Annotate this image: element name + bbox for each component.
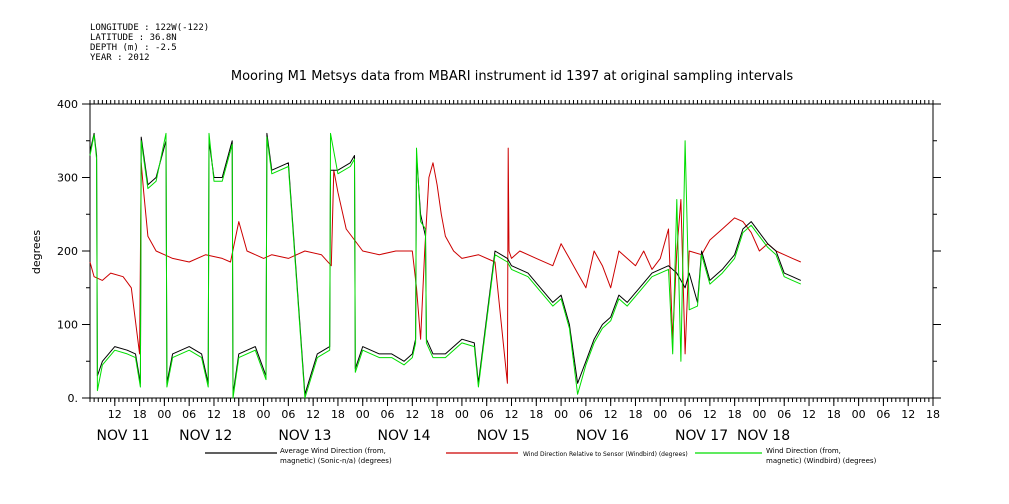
x-tick-label: 06: [777, 408, 791, 421]
x-tick-label: 12: [405, 408, 419, 421]
legend-label: Average Wind Direction (from,: [280, 447, 386, 455]
x-tick-label: 00: [257, 408, 271, 421]
x-tick-label: 18: [232, 408, 246, 421]
x-tick-label: 12: [802, 408, 816, 421]
x-tick-label: 18: [529, 408, 543, 421]
depth-text: DEPTH (m) : -2.5: [90, 43, 177, 53]
x-tick-label: 06: [678, 408, 692, 421]
legend-label-line2: magnetic) (Windbird) (degrees): [766, 457, 877, 465]
x-day-label: NOV 13: [278, 428, 331, 444]
metadata-block: LONGITUDE : 122W(-122) LATITUDE : 36.8N …: [90, 23, 209, 63]
x-tick-label: 12: [505, 408, 519, 421]
x-tick-label: 00: [554, 408, 568, 421]
x-tick-label: 12: [108, 408, 122, 421]
series-line-windbird-direction: [89, 132, 802, 399]
x-tick-label: 12: [306, 408, 320, 421]
x-day-label: NOV 15: [477, 428, 530, 444]
legend-label-line2: magnetic) (Sonic-n/a) (degrees): [280, 457, 392, 465]
y-tick-label: 300: [57, 172, 78, 185]
year-text: YEAR : 2012: [90, 53, 150, 63]
x-tick-label: 12: [604, 408, 618, 421]
x-tick-label: 00: [852, 408, 866, 421]
series-layer: [89, 132, 802, 399]
x-tick-label: 06: [579, 408, 593, 421]
x-tick-label: 12: [703, 408, 717, 421]
x-tick-label: 18: [430, 408, 444, 421]
x-day-label: NOV 16: [576, 428, 629, 444]
x-tick-label: 06: [876, 408, 890, 421]
x-tick-label: 00: [752, 408, 766, 421]
y-tick-label: 0.: [68, 392, 79, 405]
x-tick-label: 06: [381, 408, 395, 421]
legend: Average Wind Direction (from, magnetic) (…: [205, 447, 877, 465]
axes: 12 18 00 06 12 18 00 06 12 18 00 06 12 18 00 06 12 18 00 06…: [57, 98, 941, 444]
chart-title: Mooring M1 Metsys data from MBARI instru…: [231, 69, 793, 84]
x-day-label: NOV 12: [179, 428, 232, 444]
plot-frame: [89, 103, 934, 399]
x-tick-label: 00: [455, 408, 469, 421]
x-day-label: NOV 17: [675, 428, 728, 444]
x-tick-label: 06: [480, 408, 494, 421]
y-axis-label: degrees: [30, 230, 43, 275]
x-tick-label: 00: [356, 408, 370, 421]
x-tick-label: 18: [628, 408, 642, 421]
x-day-label: NOV 14: [378, 428, 431, 444]
x-tick-label: 18: [926, 408, 940, 421]
y-tick-label: 100: [57, 319, 78, 332]
x-tick-label: 06: [281, 408, 295, 421]
x-tick-label: 06: [182, 408, 196, 421]
latitude-text: LATITUDE : 36.8N: [90, 33, 177, 43]
x-tick-label: 00: [157, 408, 171, 421]
x-tick-label: 18: [827, 408, 841, 421]
x-tick-label: 12: [901, 408, 915, 421]
x-tick-label: 18: [728, 408, 742, 421]
y-tick-label: 400: [57, 98, 78, 111]
y-tick-label: 200: [57, 245, 78, 258]
x-tick-label: 18: [133, 408, 147, 421]
x-tick-label: 18: [331, 408, 345, 421]
x-day-label: NOV 18: [737, 428, 790, 444]
x-day-label: NOV 11: [97, 428, 150, 444]
x-tick-label: 00: [653, 408, 667, 421]
legend-label: Wind Direction Relative to Sensor (Windb…: [523, 451, 688, 458]
legend-label: Wind Direction (from,: [766, 447, 841, 455]
longitude-text: LONGITUDE : 122W(-122): [90, 23, 209, 33]
series-line-relative-wind-direction: [89, 147, 801, 384]
x-tick-label: 12: [207, 408, 221, 421]
